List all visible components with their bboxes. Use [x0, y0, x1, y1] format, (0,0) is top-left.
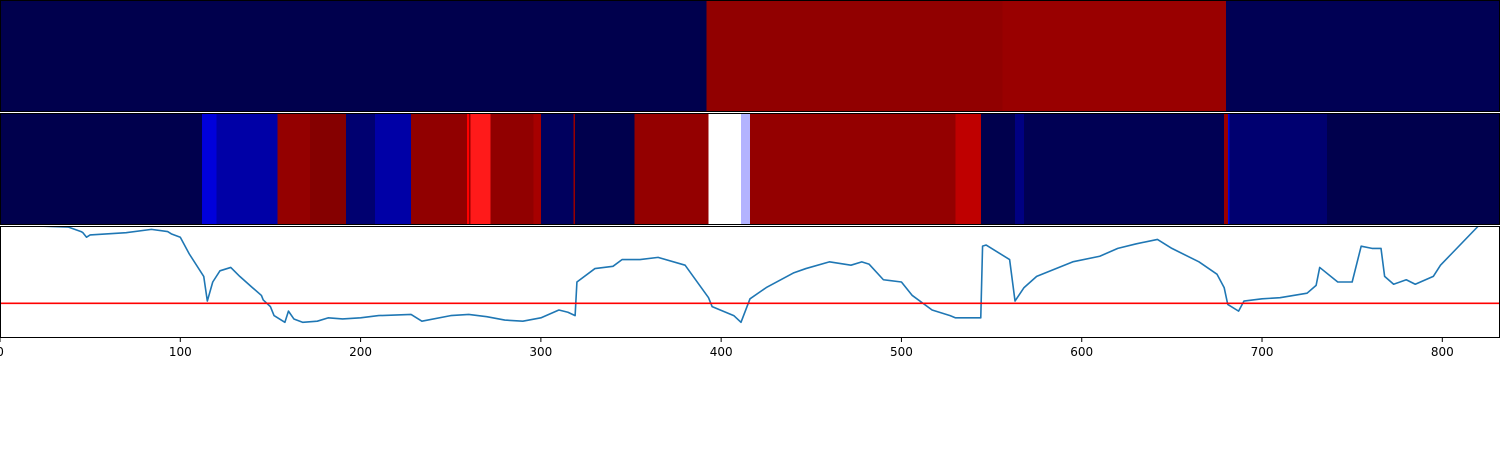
x-axis: 0 100 200 300 400 500 600 700 800: [0, 338, 1454, 359]
x-tick-label: 800: [1431, 345, 1454, 359]
x-tick-label: 700: [1251, 345, 1274, 359]
heatmap-cell-0-3: [1225, 0, 1500, 112]
heatmap-cell-1-5: [346, 113, 375, 225]
heatmap-cell-1-1: [201, 113, 217, 225]
heatmap-cell-0-2: [1002, 0, 1226, 112]
heatmap-cell-1-16: [634, 113, 709, 225]
heatmap-cell-1-4: [310, 113, 347, 225]
heatmap-cell-1-6: [375, 113, 412, 225]
heatmap-cell-1-20: [955, 113, 981, 225]
x-tick-label: 100: [169, 345, 192, 359]
heatmap-cell-1-0: [0, 113, 202, 225]
heatmap-cell-1-22: [1015, 113, 1025, 225]
heatmap-cell-1-10: [470, 113, 491, 225]
x-tick-label: 200: [349, 345, 372, 359]
heatmap-cell-1-13: [540, 113, 574, 225]
heatmap-cell-1-27: [1326, 113, 1500, 225]
x-tick-label: 300: [529, 345, 552, 359]
heatmap-cell-0-1: [706, 0, 1003, 112]
heatmap-cell-1-11: [490, 113, 534, 225]
heatmap-cell-1-3: [277, 113, 311, 225]
heatmap-cell-1-8: [466, 113, 469, 225]
heatmap-cell-1-12: [533, 113, 541, 225]
heatmap-cell-1-2: [216, 113, 278, 225]
middle-heatmap-strip: [0, 113, 1500, 225]
x-tick-label: 500: [890, 345, 913, 359]
heatmap-cell-1-26: [1229, 113, 1327, 225]
heatmap-cell-1-15: [575, 113, 635, 225]
heatmap-cell-1-24: [1224, 113, 1228, 225]
x-tick-label: 0: [0, 345, 4, 359]
line-plot-panel: [0, 226, 1500, 338]
heatmap-cell-1-7: [411, 113, 467, 225]
heatmap-cell-1-9: [468, 113, 471, 225]
heatmap-cell-1-25: [1227, 113, 1230, 225]
x-tick-label: 400: [710, 345, 733, 359]
heatmap-cell-0-0: [0, 0, 707, 112]
heatmap-cell-1-17: [708, 113, 741, 225]
heatmap-cell-1-18: [740, 113, 750, 225]
top-heatmap-strip: [0, 0, 1500, 112]
heatmap-cell-1-21: [980, 113, 1016, 225]
line-panel-frame: [0, 226, 1500, 338]
heatmap-cell-1-23: [1024, 113, 1225, 225]
heatmap-cell-1-14: [573, 113, 576, 225]
series-line-0: [0, 226, 1500, 324]
heatmap-cell-1-19: [750, 113, 956, 225]
x-tick-label: 600: [1070, 345, 1093, 359]
